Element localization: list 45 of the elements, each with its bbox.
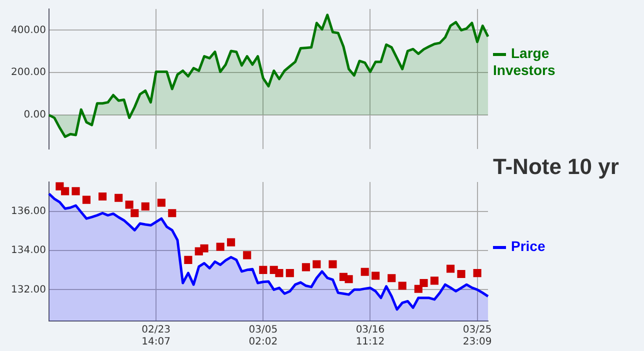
point (302, 263, 310, 272)
y-tick-label: 0.00 (24, 110, 46, 121)
point (457, 270, 466, 278)
point (98, 192, 107, 201)
point (216, 242, 224, 251)
text: T-Note 10 yr (493, 154, 619, 180)
y-tick-label: 134.00 (11, 245, 46, 256)
point (200, 244, 208, 252)
point (184, 256, 192, 264)
x-tick-label: 03/25 23:09 (462, 324, 492, 348)
y-tick-label: 200.00 (11, 67, 46, 78)
point (344, 275, 353, 284)
point (130, 209, 139, 218)
point (430, 276, 438, 285)
point (72, 187, 80, 196)
point (398, 282, 406, 290)
legend-label: Large Investors (493, 45, 556, 78)
y-tick-label: 136.00 (11, 206, 46, 217)
point (446, 264, 455, 273)
point (114, 194, 123, 202)
x-tick-label: 03/16 11:12 (356, 324, 385, 348)
x-tick-label: 03/05 02:02 (248, 324, 278, 348)
legend-label: Price (511, 238, 546, 254)
point (388, 274, 396, 282)
point (275, 269, 284, 278)
point (259, 266, 268, 274)
point (473, 269, 482, 278)
point (414, 284, 422, 293)
point (61, 187, 70, 196)
point (125, 200, 134, 209)
point (312, 260, 321, 268)
point (360, 268, 369, 276)
point (157, 198, 166, 207)
point (420, 278, 428, 288)
y-tick-label: 132.00 (11, 284, 46, 296)
point (226, 238, 236, 246)
point (141, 202, 150, 211)
point (286, 269, 294, 278)
point (372, 272, 380, 280)
point (82, 196, 91, 204)
point (328, 260, 337, 268)
y-tick-label: 400.00 (11, 24, 46, 36)
point (243, 251, 252, 260)
x-tick-label: 02/23 14:07 (142, 324, 170, 348)
point (168, 209, 176, 218)
